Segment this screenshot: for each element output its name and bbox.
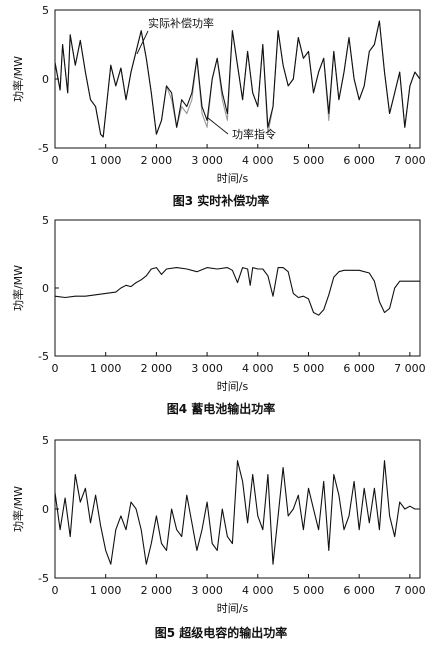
- x-axis-label: 时间/s: [217, 602, 249, 615]
- figure-caption: 图3 实时补偿功率: [173, 193, 270, 208]
- x-tick-label: 1 000: [90, 154, 122, 167]
- x-tick-label: 1 000: [90, 584, 122, 597]
- y-tick-label: 5: [42, 4, 49, 17]
- y-tick-label: 5: [42, 434, 49, 447]
- x-tick-label: 2 000: [141, 584, 173, 597]
- y-tick-label: -5: [38, 350, 49, 363]
- annotation-leader: [136, 30, 149, 55]
- x-tick-label: 5 000: [293, 362, 325, 375]
- x-tick-label: 0: [52, 584, 59, 597]
- annotation-leader: [207, 117, 229, 135]
- series-line-1: [54, 267, 420, 316]
- y-tick-label: -5: [38, 572, 49, 585]
- x-tick-label: 7 000: [394, 584, 426, 597]
- x-tick-label: 6 000: [343, 362, 375, 375]
- y-tick-label: 0: [42, 503, 49, 516]
- annotation-label: 功率指令: [232, 127, 276, 141]
- annotation-label: 实际补偿功率: [148, 16, 214, 30]
- x-tick-label: 4 000: [242, 584, 274, 597]
- series-line-1: [54, 20, 421, 138]
- series-line-1: [54, 460, 420, 565]
- y-axis-label: 功率/MW: [11, 265, 25, 311]
- y-tick-label: -5: [38, 142, 49, 155]
- x-tick-label: 5 000: [293, 154, 325, 167]
- y-axis-label: 功率/MW: [11, 486, 25, 532]
- figure-caption: 图4 蓄电池输出功率: [167, 401, 276, 416]
- x-tick-label: 5 000: [293, 584, 325, 597]
- x-tick-label: 4 000: [242, 154, 274, 167]
- plot-frame: [54, 219, 421, 357]
- x-tick-label: 6 000: [343, 154, 375, 167]
- x-tick-label: 0: [52, 362, 59, 375]
- x-tick-label: 3 000: [191, 584, 223, 597]
- y-tick-label: 0: [42, 282, 49, 295]
- y-tick-label: 0: [42, 73, 49, 86]
- x-tick-label: 3 000: [191, 362, 223, 375]
- x-tick-label: 7 000: [394, 362, 426, 375]
- x-tick-label: 0: [52, 154, 59, 167]
- x-tick-label: 2 000: [141, 154, 173, 167]
- x-axis-label: 时间/s: [217, 172, 249, 185]
- y-axis-label: 功率/MW: [11, 56, 25, 102]
- x-tick-label: 3 000: [191, 154, 223, 167]
- x-tick-label: 1 000: [90, 362, 122, 375]
- x-axis-label: 时间/s: [217, 380, 249, 393]
- x-tick-label: 7 000: [394, 154, 426, 167]
- x-tick-label: 2 000: [141, 362, 173, 375]
- y-tick-label: 5: [42, 214, 49, 227]
- x-tick-label: 4 000: [242, 362, 274, 375]
- x-tick-label: 6 000: [343, 584, 375, 597]
- figure-caption: 图5 超级电容的输出功率: [155, 625, 288, 640]
